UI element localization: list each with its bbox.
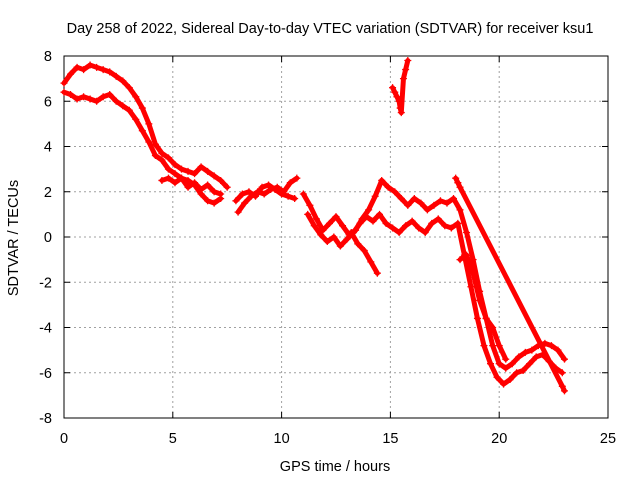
data-trace-segment bbox=[372, 177, 385, 199]
chart-title: Day 258 of 2022, Sidereal Day-to-day VTE… bbox=[67, 21, 594, 37]
y-tick-label: -2 bbox=[39, 275, 52, 291]
x-tick-label: 20 bbox=[491, 431, 507, 447]
series-track-i bbox=[389, 57, 412, 117]
data-trace-segment bbox=[477, 297, 489, 321]
data-point bbox=[502, 355, 510, 363]
data-point bbox=[560, 387, 568, 395]
x-tick-label: 10 bbox=[274, 431, 290, 447]
data-point bbox=[558, 369, 566, 377]
series-track-j bbox=[452, 174, 568, 395]
data-point bbox=[293, 174, 301, 182]
data-trace-segment bbox=[457, 207, 470, 235]
data-trace-segment bbox=[470, 270, 483, 303]
data-trace-segment bbox=[553, 365, 565, 376]
data-trace-segment bbox=[146, 139, 158, 159]
data-trace-segment bbox=[455, 220, 467, 258]
data-trace-segment bbox=[555, 347, 567, 362]
series-track-f bbox=[299, 176, 568, 372]
y-tick-label: 0 bbox=[44, 230, 52, 246]
data-trace-segment bbox=[218, 177, 230, 190]
data-trace-segment bbox=[368, 259, 380, 276]
y-tick-label: 2 bbox=[44, 185, 52, 201]
y-tick-label: -8 bbox=[39, 411, 52, 427]
x-tick-label: 0 bbox=[60, 431, 68, 447]
y-tick-label: -6 bbox=[39, 366, 52, 382]
x-tick-label: 5 bbox=[169, 431, 177, 447]
y-tick-label: 8 bbox=[44, 49, 52, 65]
series-track-c bbox=[158, 174, 225, 198]
data-trace-segment bbox=[146, 121, 158, 147]
y-tick-label: -4 bbox=[39, 321, 52, 337]
data-trace-segment bbox=[474, 315, 487, 349]
y-axis-label: SDTVAR / TECUs bbox=[6, 180, 22, 296]
data-trace-segment bbox=[457, 184, 565, 389]
axis-ticks: 0 5 10 15 20 25 -8 -6 -4 -2 0 2 4 6 8 bbox=[39, 49, 616, 447]
data-trace-segment bbox=[307, 202, 319, 222]
data-trace-segment bbox=[287, 175, 300, 186]
series-track-e bbox=[232, 181, 299, 205]
x-tick-label: 15 bbox=[382, 431, 398, 447]
y-tick-label: 6 bbox=[44, 94, 52, 110]
data-trace-segment bbox=[468, 284, 480, 321]
data-trace-segment bbox=[366, 193, 378, 213]
data-point bbox=[223, 183, 231, 191]
data-trace-segment bbox=[487, 361, 500, 380]
data-point bbox=[217, 190, 225, 198]
data-trace-segment bbox=[461, 252, 474, 290]
y-tick-label: 4 bbox=[44, 140, 52, 156]
x-axis-label: GPS time / hours bbox=[280, 459, 390, 475]
series-track-b bbox=[60, 88, 225, 207]
data-points bbox=[60, 57, 568, 395]
data-trace-segment bbox=[481, 343, 493, 367]
data-point bbox=[404, 57, 412, 65]
data-trace-segment bbox=[398, 76, 406, 116]
data-trace-segment bbox=[464, 229, 476, 263]
data-trace-segment bbox=[490, 343, 502, 367]
data-trace-segment bbox=[139, 105, 152, 127]
series-track-h bbox=[347, 228, 381, 277]
data-trace-segment bbox=[490, 325, 502, 349]
data-point bbox=[560, 355, 568, 363]
data-trace-segment bbox=[464, 252, 476, 276]
data-trace-segment bbox=[496, 343, 509, 362]
data-point bbox=[291, 195, 299, 203]
series-track-k bbox=[456, 251, 510, 363]
data-trace-segment bbox=[211, 196, 224, 206]
data-point bbox=[373, 269, 381, 277]
x-tick-label: 25 bbox=[600, 431, 616, 447]
series-track-a bbox=[60, 61, 231, 191]
